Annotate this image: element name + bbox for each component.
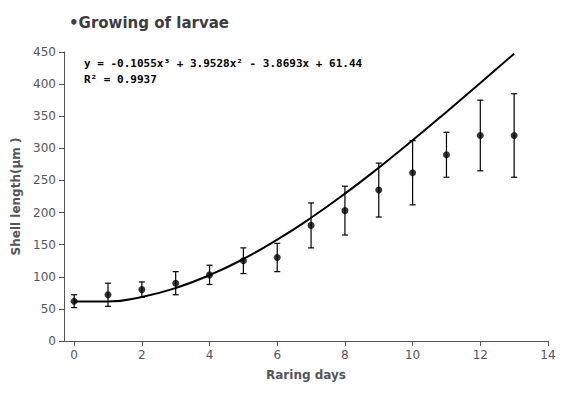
svg-text:150: 150 (33, 238, 56, 252)
svg-text:0: 0 (70, 348, 78, 362)
svg-text:400: 400 (33, 77, 56, 91)
svg-text:300: 300 (33, 141, 56, 155)
svg-text:100: 100 (33, 270, 56, 284)
svg-text:14: 14 (540, 348, 555, 362)
svg-text:50: 50 (41, 302, 56, 316)
svg-text:250: 250 (33, 173, 56, 187)
svg-text:450: 450 (33, 45, 56, 59)
svg-text:y = -0.1055x³ + 3.9528x² - 3.8: y = -0.1055x³ + 3.9528x² - 3.8693x + 61.… (84, 57, 363, 70)
svg-text:6: 6 (273, 348, 281, 362)
svg-text:10: 10 (405, 348, 420, 362)
svg-text:Raring days: Raring days (266, 368, 346, 382)
svg-text:0: 0 (48, 334, 56, 348)
svg-text:•Growing of larvae: •Growing of larvae (69, 14, 229, 32)
svg-text:Shell length(μm ): Shell length(μm ) (9, 138, 23, 256)
svg-text:2: 2 (138, 348, 146, 362)
svg-text:8: 8 (341, 348, 349, 362)
svg-text:4: 4 (206, 348, 214, 362)
svg-text:R² = 0.9937: R² = 0.9937 (84, 73, 157, 86)
svg-text:200: 200 (33, 206, 56, 220)
svg-text:12: 12 (473, 348, 488, 362)
svg-text:350: 350 (33, 109, 56, 123)
